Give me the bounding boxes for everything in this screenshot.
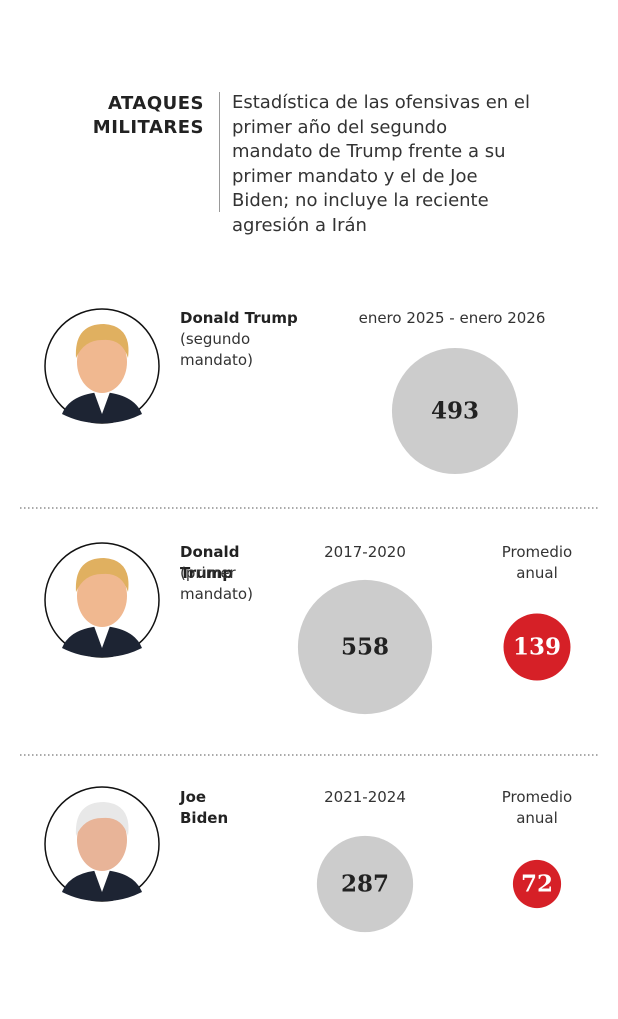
person-detail: (primer mandato) [180, 564, 253, 603]
person-name: Donald Trump [180, 309, 298, 327]
average-bubble [503, 613, 571, 681]
bubble-value: 558 [341, 634, 389, 661]
bubble [297, 579, 433, 715]
bubble-value: 493 [431, 398, 479, 425]
portrait-hair [75, 802, 129, 836]
portrait-face [77, 331, 127, 393]
portrait [44, 542, 160, 658]
portrait-shirt [94, 870, 110, 892]
portrait-shirt [94, 392, 110, 414]
period-label: 2021-2024 [324, 788, 406, 806]
title: ATAQUES MILITARES [92, 93, 204, 138]
portrait-face [77, 565, 127, 627]
average-label: Promedio anual [501, 788, 573, 827]
divider [219, 92, 220, 212]
bubble [316, 835, 414, 933]
average-label: Promedio anual [501, 543, 573, 582]
period-label: enero 2025 - enero 2026 [358, 309, 546, 327]
portrait-hair [75, 558, 129, 592]
person-name: Joe Biden [180, 788, 229, 827]
person-detail: (segundo mandato) [180, 330, 253, 369]
bubble [391, 347, 519, 475]
portrait [44, 786, 160, 902]
person-name: Donald Trump [180, 543, 240, 582]
bubble-value: 287 [341, 871, 389, 898]
portrait [44, 308, 160, 424]
portrait-face [77, 809, 127, 871]
subtitle: Estadística de las ofensivas en el prime… [232, 92, 530, 236]
average-value: 72 [521, 871, 553, 898]
portrait-hair [75, 324, 129, 358]
average-bubble [512, 859, 562, 909]
portrait-shirt [94, 626, 110, 648]
average-value: 139 [513, 634, 561, 661]
period-label: 2017-2020 [324, 543, 406, 561]
